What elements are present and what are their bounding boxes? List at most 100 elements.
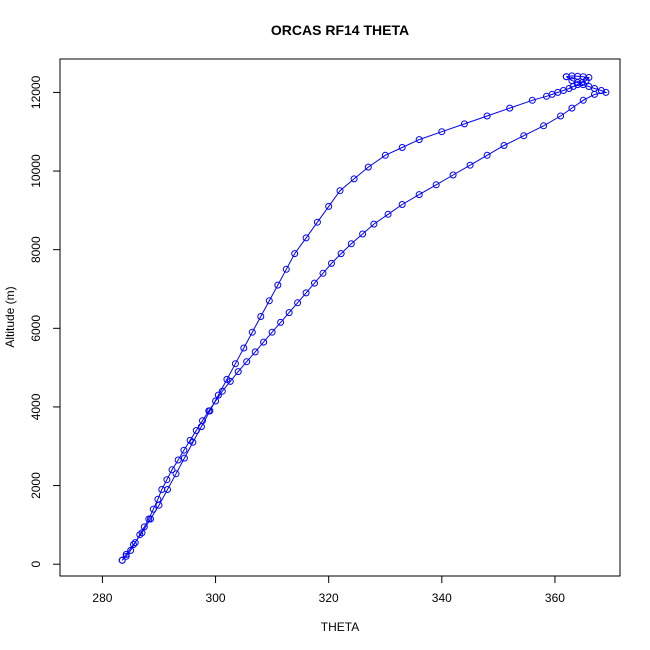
data-point — [294, 299, 302, 307]
data-point — [543, 92, 550, 100]
data-point — [347, 240, 355, 248]
data-point — [214, 391, 222, 399]
data-point — [540, 122, 548, 130]
y-tick-label: 0 — [29, 561, 43, 568]
data-point — [520, 132, 528, 140]
data-point — [122, 550, 130, 558]
data-point — [172, 470, 180, 478]
data-point — [260, 338, 268, 346]
data-point — [136, 531, 144, 539]
data-point — [257, 313, 265, 320]
data-point — [337, 250, 345, 258]
data-point — [174, 456, 182, 464]
data-point — [602, 88, 610, 96]
series-line-1 — [121, 76, 608, 561]
data-point — [248, 328, 256, 336]
data-point — [569, 83, 577, 90]
data-point — [212, 397, 220, 405]
data-point — [163, 476, 171, 484]
x-axis-label: THETA — [321, 620, 359, 634]
data-point — [302, 234, 310, 242]
data-point — [265, 297, 273, 305]
data-point — [384, 210, 392, 218]
data-point — [206, 407, 214, 415]
data-point — [528, 96, 536, 104]
y-tick-label: 10000 — [29, 154, 43, 188]
data-point — [131, 539, 139, 547]
data-point — [285, 309, 293, 317]
data-point — [438, 128, 446, 136]
data-point — [223, 375, 231, 383]
y-tick-label: 4000 — [29, 393, 43, 420]
data-point — [231, 360, 239, 368]
series-layer — [118, 72, 610, 564]
data-point — [180, 446, 188, 454]
data-point — [197, 423, 205, 431]
data-point — [127, 546, 135, 554]
data-point — [234, 368, 242, 376]
data-point — [350, 175, 358, 183]
x-tick-label: 300 — [206, 591, 226, 605]
data-point — [189, 438, 197, 446]
data-point — [415, 136, 423, 144]
data-point — [328, 259, 335, 267]
y-tick-label: 6000 — [29, 315, 43, 342]
data-point — [302, 289, 310, 297]
x-tick-label: 280 — [92, 591, 112, 605]
data-point — [147, 515, 154, 523]
data-point — [118, 556, 126, 564]
data-point — [574, 81, 582, 89]
data-point — [164, 486, 171, 493]
data-point — [226, 377, 234, 385]
y-tick-label: 12000 — [29, 75, 43, 109]
data-point — [364, 163, 372, 171]
data-point — [370, 220, 378, 228]
series-line-2 — [121, 75, 590, 561]
data-point — [277, 318, 285, 326]
data-point — [466, 161, 474, 169]
data-point — [557, 112, 565, 120]
data-point — [460, 120, 468, 128]
y-tick-label: 2000 — [29, 472, 43, 499]
data-point — [483, 151, 491, 159]
data-point — [381, 151, 389, 159]
data-point — [282, 265, 290, 273]
data-point — [325, 202, 333, 210]
data-point — [319, 269, 327, 277]
data-point — [415, 191, 423, 199]
data-point — [568, 104, 576, 112]
chart-title: ORCAS RF14 THETA — [271, 22, 409, 38]
data-point — [483, 112, 491, 120]
x-axis: 280 300 320 340 360 — [92, 576, 565, 605]
data-point — [130, 541, 137, 548]
x-tick-label: 320 — [319, 591, 339, 605]
data-point — [291, 250, 299, 258]
data-point — [578, 79, 586, 87]
data-point — [500, 142, 508, 149]
data-point — [240, 344, 248, 352]
x-tick-label: 340 — [432, 591, 452, 605]
data-point — [398, 144, 406, 151]
data-point — [243, 358, 251, 366]
data-point — [268, 328, 276, 336]
data-point — [251, 348, 259, 356]
data-point — [274, 281, 282, 289]
data-point — [449, 171, 457, 179]
data-point — [359, 230, 367, 238]
data-point — [336, 187, 344, 195]
data-point — [122, 552, 130, 560]
data-point — [313, 218, 321, 226]
data-point — [155, 501, 163, 509]
y-axis-label: Altitude (m) — [3, 286, 17, 347]
data-point — [311, 279, 318, 287]
data-point — [398, 201, 406, 208]
data-point — [180, 454, 188, 462]
data-point — [597, 87, 605, 94]
data-point — [582, 77, 590, 85]
data-point — [579, 96, 587, 104]
data-point — [432, 181, 440, 189]
plot-frame — [59, 58, 621, 577]
y-axis: 0 2000 4000 6000 8000 10000 12000 — [29, 75, 60, 568]
y-tick-label: 8000 — [29, 236, 43, 263]
